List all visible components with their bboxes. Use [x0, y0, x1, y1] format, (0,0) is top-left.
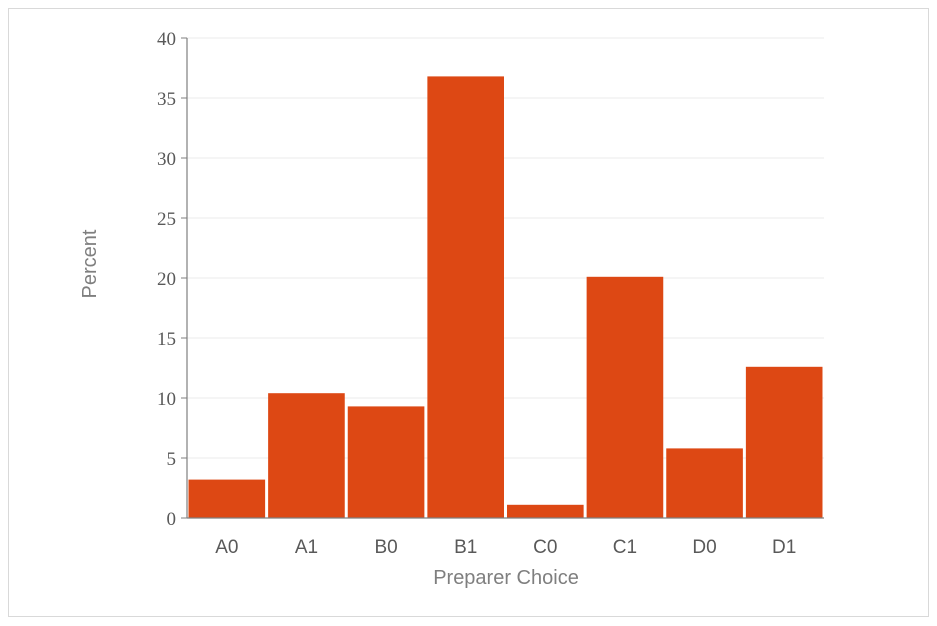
axes: [181, 37, 824, 519]
y-tick-label: 30: [157, 149, 176, 170]
x-tick-label: B1: [454, 537, 477, 558]
x-tick-label: C1: [613, 537, 637, 558]
bars: [188, 76, 823, 519]
bar-d1: [745, 366, 823, 518]
bar-a0: [188, 479, 266, 518]
x-axis-label: Preparer Choice: [433, 567, 579, 589]
x-tick-label: D0: [692, 537, 716, 558]
y-axis-ticks: 0 5 10 15 20 25 30 35 40: [157, 29, 176, 530]
bar-b0: [347, 406, 425, 518]
y-tick-label: 35: [157, 89, 176, 110]
y-tick-label: 5: [167, 449, 177, 470]
x-tick-label: A0: [215, 537, 238, 558]
y-tick-label: 20: [157, 269, 176, 290]
x-tick-label: D1: [772, 537, 796, 558]
bar-c1: [586, 276, 664, 518]
bar-d0: [666, 448, 743, 518]
x-tick-label: A1: [295, 537, 318, 558]
y-axis-label: Percent: [79, 229, 101, 298]
x-tick-label: C0: [533, 537, 557, 558]
y-tick-label: 25: [157, 209, 176, 230]
x-axis-ticks: A0 A1 B0 B1 C0 C1 D0 D1: [215, 537, 796, 558]
bar-a1: [268, 393, 345, 518]
y-tick-label: 40: [157, 29, 176, 50]
bar-c0: [507, 504, 584, 518]
x-tick-label: B0: [374, 537, 397, 558]
y-tick-label: 0: [167, 509, 177, 530]
bar-b1: [427, 76, 504, 519]
y-tick-label: 15: [157, 329, 176, 350]
y-tick-label: 10: [157, 389, 176, 410]
